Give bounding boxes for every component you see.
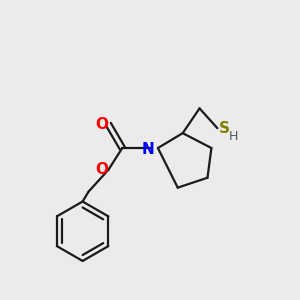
- Text: H: H: [229, 130, 238, 142]
- Text: S: S: [219, 121, 230, 136]
- Text: O: O: [95, 162, 108, 177]
- Text: O: O: [95, 117, 108, 132]
- Text: N: N: [142, 142, 154, 158]
